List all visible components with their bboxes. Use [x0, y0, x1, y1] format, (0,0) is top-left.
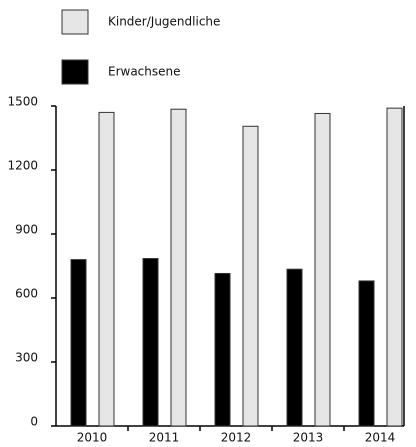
- bar: [358, 280, 375, 427]
- legend-swatch: [61, 59, 89, 85]
- y-tick-label: 1200: [7, 159, 38, 173]
- bar: [142, 258, 159, 427]
- x-tick-label: 2013: [293, 431, 324, 445]
- x-tick-label: 2010: [77, 431, 108, 445]
- bar: [98, 111, 115, 427]
- bar: [70, 259, 87, 427]
- x-tick-label: 2012: [221, 431, 252, 445]
- bar: [214, 272, 231, 427]
- x-tick-label: 2011: [149, 431, 180, 445]
- y-tick-label: 0: [30, 415, 38, 429]
- legend-label: Erwachsene: [108, 65, 181, 79]
- legend-label: Kinder/Jugendliche: [108, 15, 220, 29]
- x-tick-label: 2014: [365, 431, 396, 445]
- y-tick-label: 900: [15, 223, 38, 237]
- y-tick-label: 300: [15, 351, 38, 365]
- bar: [286, 268, 303, 427]
- bar: [242, 125, 259, 427]
- bar: [386, 107, 403, 427]
- bar: [314, 112, 331, 427]
- bar: [170, 108, 187, 427]
- y-tick-label: 600: [15, 287, 38, 301]
- y-tick-label: 1500: [7, 95, 38, 109]
- legend-swatch: [61, 9, 89, 35]
